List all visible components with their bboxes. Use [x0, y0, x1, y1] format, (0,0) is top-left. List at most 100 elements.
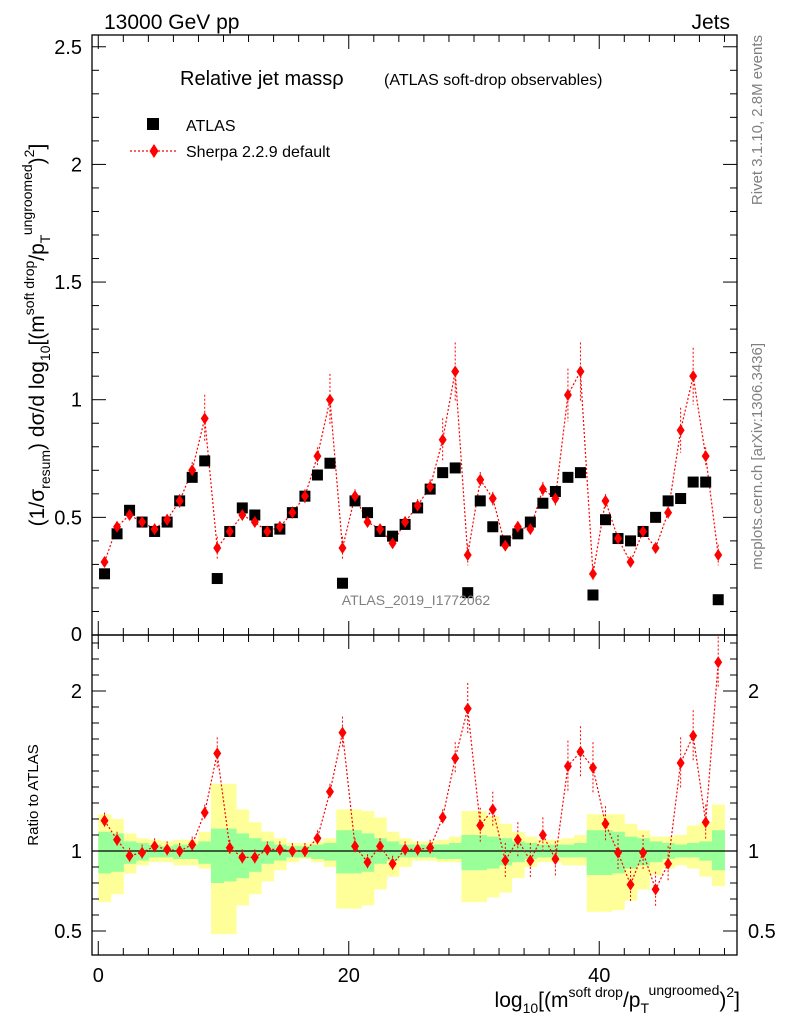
sherpa-point [626, 556, 635, 569]
ratio-frame [91, 634, 738, 956]
sherpa-point [175, 494, 184, 507]
sherpa-point [338, 541, 347, 554]
sherpa-point [250, 516, 259, 529]
sherpa-point [313, 450, 322, 463]
sherpa-point [488, 492, 497, 505]
ratio-sherpa-point [463, 702, 472, 715]
x-tick-label: 0 [93, 965, 104, 987]
sherpa-point [238, 509, 247, 521]
x-axis-label: log10[(msoft drop/pTungroomed)2] [495, 982, 740, 1016]
atlas-point [574, 467, 586, 479]
ratio-sherpa-point [376, 840, 385, 853]
ratio-sherpa-point [689, 729, 698, 742]
ratio-y-tick-label-right: 1 [748, 841, 759, 863]
atlas-point [549, 485, 561, 497]
stat-band-bin [198, 841, 212, 864]
ratio-sherpa-point [664, 857, 673, 870]
ratio-sherpa-point [538, 829, 547, 841]
sherpa-point [463, 549, 472, 561]
atlas-point [662, 495, 674, 507]
sherpa-point [351, 490, 360, 503]
rivet-version-label: Rivet 3.1.10, 2.8M events [749, 35, 766, 205]
sherpa-point [113, 520, 122, 533]
ratio-sherpa-point [714, 656, 723, 669]
sherpa-point [275, 520, 284, 533]
atlas-point [462, 587, 474, 599]
stat-band-bin [461, 835, 475, 871]
atlas-point [249, 509, 261, 521]
stat-band-bin [98, 831, 112, 874]
analysis-watermark: ATLAS_2019_I1772062 [342, 592, 491, 608]
ratio-sherpa-point [351, 840, 360, 853]
ratio-sherpa-point [275, 843, 284, 856]
sherpa-point [163, 513, 172, 526]
ratio-y-tick-label-left: 0.5 [54, 921, 82, 943]
stat-band-bin [686, 843, 700, 858]
sherpa-point [664, 506, 673, 519]
main-y-tick-label: 1 [71, 390, 82, 412]
ratio-marks [92, 636, 737, 935]
stat-band-bin [223, 828, 237, 882]
legend: ATLAS Sherpa 2.2.9 default [130, 118, 331, 161]
sherpa-point [476, 473, 485, 486]
main-panel: 0.5 1 1.5 2 2.5 0 Relative jet massρ (ATLAS s… [54, 34, 738, 646]
sherpa-point [376, 523, 385, 536]
ratio-sherpa-point [388, 857, 397, 870]
sherpa-point [714, 549, 723, 561]
atlas-point [599, 514, 611, 526]
ratio-sherpa-point [213, 747, 222, 760]
atlas-point [311, 469, 323, 481]
ratio-sherpa-point [501, 854, 510, 867]
atlas-point [336, 577, 348, 589]
mcplots-label: mcplots.cern.ch [arXiv:1306.3436] [749, 343, 766, 570]
sherpa-point [601, 494, 610, 507]
sherpa-point [100, 556, 109, 569]
x-tick-label: 40 [588, 965, 610, 987]
atlas-point [650, 511, 662, 523]
sherpa-point [588, 567, 597, 580]
stat-band-bin [624, 836, 638, 869]
sherpa-point [513, 520, 522, 533]
ratio-sherpa-point [551, 853, 560, 865]
sherpa-point [701, 450, 710, 463]
legend-label-sherpa: Sherpa 2.2.9 default [186, 144, 331, 161]
ratio-sherpa-point [676, 757, 685, 769]
stat-band-bin [436, 844, 450, 859]
atlas-point [437, 467, 449, 479]
ratio-sherpa-point [238, 851, 247, 864]
sherpa-point [526, 523, 535, 536]
ratio-sherpa-point [451, 752, 460, 765]
ratio-sherpa-point [601, 817, 610, 830]
atlas-point [199, 455, 211, 467]
sherpa-point [125, 509, 134, 521]
ratio-sherpa-point [701, 816, 710, 829]
atlas-point [324, 457, 336, 469]
atlas-point [625, 535, 637, 547]
sherpa-point [689, 370, 698, 383]
atlas-point [362, 507, 374, 519]
stat-band-bin [110, 833, 124, 872]
atlas-point [562, 471, 574, 483]
atlas-point [487, 521, 499, 533]
ratio-y-tick-label-right: 0.5 [748, 921, 776, 943]
atlas-point [687, 476, 699, 488]
sherpa-point [676, 424, 685, 437]
sherpa-point [388, 537, 397, 550]
ratio-sherpa-point [138, 846, 147, 859]
main-axes: 0.5 1 1.5 2 2.5 0 [54, 35, 737, 646]
sherpa-point [188, 464, 197, 477]
ratio-y-axis-label: Ratio to ATLAS [25, 744, 42, 845]
ratio-sherpa-point [200, 806, 209, 819]
ratio-sherpa-point [188, 838, 197, 851]
legend-marker-sherpa [149, 144, 159, 158]
main-y-tick-label: 2.5 [54, 37, 82, 59]
sherpa-point [300, 490, 309, 503]
ratio-sherpa-point [325, 785, 334, 798]
ratio-sherpa-point [250, 851, 259, 864]
sherpa-point [263, 525, 272, 538]
main-marks [99, 342, 724, 606]
atlas-point [712, 594, 724, 606]
stat-band-bin [473, 835, 488, 871]
sherpa-point [225, 525, 234, 538]
ratio-axes: 0.5 0.51 12 20 20 40 [54, 635, 776, 987]
